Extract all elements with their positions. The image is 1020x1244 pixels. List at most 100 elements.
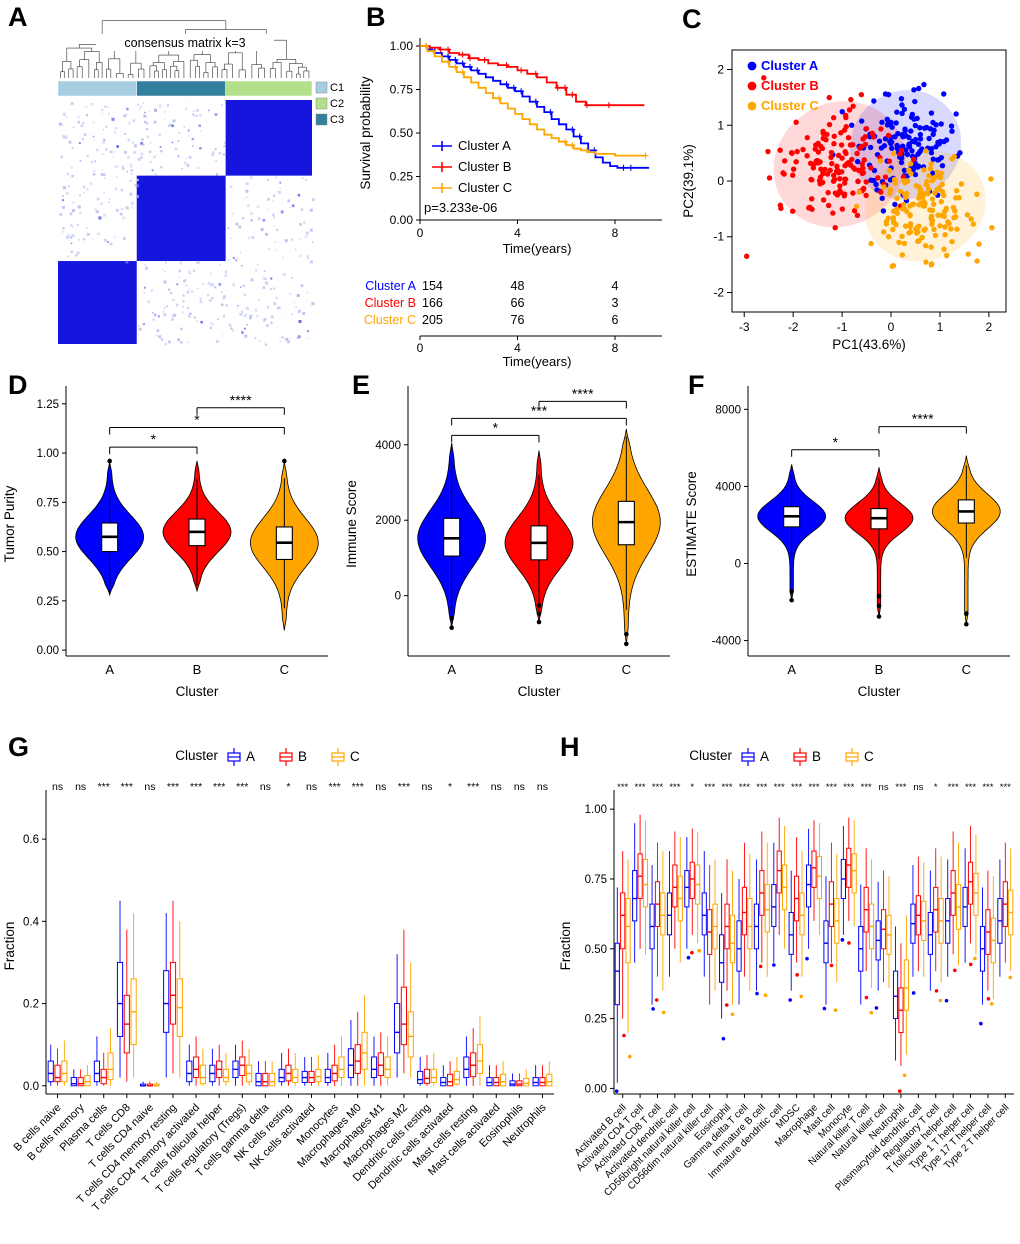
consensus-matrix-chart: consensus matrix k=3 C1 C2 C3 <box>57 20 344 346</box>
svg-text:Cluster A: Cluster A <box>365 279 416 293</box>
svg-text:ESTIMATE Score: ESTIMATE Score <box>684 471 699 577</box>
svg-text:***: *** <box>329 781 341 793</box>
svg-text:Tumor Purity: Tumor Purity <box>2 485 17 562</box>
svg-text:76: 76 <box>511 313 525 327</box>
svg-text:***: *** <box>756 782 767 793</box>
svg-text:-1: -1 <box>837 320 848 334</box>
svg-text:C: C <box>350 749 360 764</box>
svg-text:***: *** <box>98 781 110 793</box>
svg-text:4000: 4000 <box>375 440 401 452</box>
svg-text:0.00: 0.00 <box>390 213 414 227</box>
svg-text:Cluster: Cluster <box>175 748 218 763</box>
svg-text:4: 4 <box>514 226 521 240</box>
svg-text:B: B <box>875 662 884 677</box>
svg-text:ns: ns <box>537 781 548 793</box>
panel-label-e: E <box>352 370 371 400</box>
svg-text:166: 166 <box>422 296 443 310</box>
panel-a-consensus-matrix: consensus matrix k=3 C1 C2 C3 <box>2 4 348 357</box>
svg-text:***: *** <box>704 782 715 793</box>
svg-text:C3: C3 <box>330 114 344 126</box>
panel-f-estimate-score: -4000 0 4000 8000 A B C * **** Cluster ESTIMATE Sc… <box>682 368 1020 729</box>
svg-text:ns: ns <box>879 782 889 793</box>
svg-text:0.00: 0.00 <box>585 1083 607 1095</box>
svg-text:C: C <box>962 662 971 677</box>
svg-text:1.25: 1.25 <box>37 399 59 411</box>
svg-text:-2: -2 <box>713 285 724 299</box>
svg-text:****: **** <box>912 411 934 427</box>
svg-text:0: 0 <box>417 341 424 355</box>
svg-text:****: **** <box>230 392 252 408</box>
svg-text:-4000: -4000 <box>712 636 741 648</box>
svg-text:PC1(43.6%): PC1(43.6%) <box>832 337 906 352</box>
svg-text:-2: -2 <box>788 320 799 334</box>
svg-text:8: 8 <box>612 226 619 240</box>
svg-text:Cluster B: Cluster B <box>761 78 819 93</box>
svg-text:0.6: 0.6 <box>23 834 39 846</box>
svg-text:Cluster C: Cluster C <box>458 180 512 195</box>
svg-text:0.25: 0.25 <box>37 596 59 608</box>
svg-text:***: *** <box>669 782 680 793</box>
svg-text:***: *** <box>635 782 646 793</box>
svg-text:0.75: 0.75 <box>390 83 414 97</box>
svg-text:Cluster: Cluster <box>176 684 219 699</box>
svg-text:0.25: 0.25 <box>585 1014 607 1026</box>
svg-text:3: 3 <box>612 296 619 310</box>
svg-text:0.2: 0.2 <box>23 999 39 1011</box>
svg-text:0.50: 0.50 <box>585 944 607 956</box>
panel-d-tumor-purity: 0.00 0.25 0.50 0.75 1.00 1.25 A B C * * **** Cluster… <box>0 368 338 729</box>
svg-text:1: 1 <box>717 118 724 132</box>
svg-text:consensus matrix k=3: consensus matrix k=3 <box>124 36 245 50</box>
svg-text:0.75: 0.75 <box>585 874 607 886</box>
svg-text:Cluster C: Cluster C <box>761 98 819 113</box>
svg-text:*: * <box>493 419 499 435</box>
svg-text:*: * <box>286 781 290 793</box>
svg-text:ns: ns <box>144 781 155 793</box>
svg-text:Cluster A: Cluster A <box>458 138 511 153</box>
panel-label-c: C <box>682 4 702 34</box>
svg-text:A: A <box>246 749 255 764</box>
tumor-purity-violin-chart: 0.000.250.500.751.001.25A B C******Cluster… <box>2 386 328 699</box>
svg-text:Cluster A: Cluster A <box>761 58 819 73</box>
svg-text:B: B <box>193 662 202 677</box>
svg-text:0: 0 <box>888 320 895 334</box>
svg-text:B: B <box>812 749 821 764</box>
svg-text:2: 2 <box>717 63 724 77</box>
panel-b-survival: 0.00 0.25 0.50 0.75 1.00 0 4 8 Survival probabil… <box>350 0 676 377</box>
svg-text:ns: ns <box>260 781 271 793</box>
svg-text:ns: ns <box>421 781 432 793</box>
svg-text:-3: -3 <box>739 320 750 334</box>
svg-text:***: *** <box>352 781 364 793</box>
svg-text:***: *** <box>236 781 248 793</box>
svg-text:ns: ns <box>514 781 525 793</box>
svg-text:66: 66 <box>511 296 525 310</box>
panel-label-f: F <box>688 370 705 400</box>
svg-text:ns: ns <box>52 781 63 793</box>
svg-text:1.00: 1.00 <box>37 448 59 460</box>
svg-text:C1: C1 <box>330 82 344 94</box>
svg-text:Fraction: Fraction <box>2 922 17 971</box>
svg-text:6: 6 <box>612 313 619 327</box>
svg-text:205: 205 <box>422 313 443 327</box>
svg-text:0.50: 0.50 <box>37 547 59 559</box>
svg-text:C2: C2 <box>330 98 344 110</box>
svg-text:8: 8 <box>612 341 619 355</box>
svg-text:p=3.233e-06: p=3.233e-06 <box>424 200 497 215</box>
svg-text:***: *** <box>121 781 133 793</box>
svg-text:ns: ns <box>306 781 317 793</box>
svg-text:0.75: 0.75 <box>37 497 59 509</box>
svg-text:2000: 2000 <box>375 515 401 527</box>
panel-label-a: A <box>8 2 28 32</box>
svg-text:A: A <box>787 662 796 677</box>
svg-text:A: A <box>447 662 456 677</box>
svg-text:1.00: 1.00 <box>390 39 414 53</box>
svg-text:8000: 8000 <box>715 404 741 416</box>
svg-text:ns: ns <box>375 781 386 793</box>
svg-text:***: *** <box>190 781 202 793</box>
svg-text:C: C <box>864 749 874 764</box>
svg-text:Time(years): Time(years) <box>503 241 572 256</box>
